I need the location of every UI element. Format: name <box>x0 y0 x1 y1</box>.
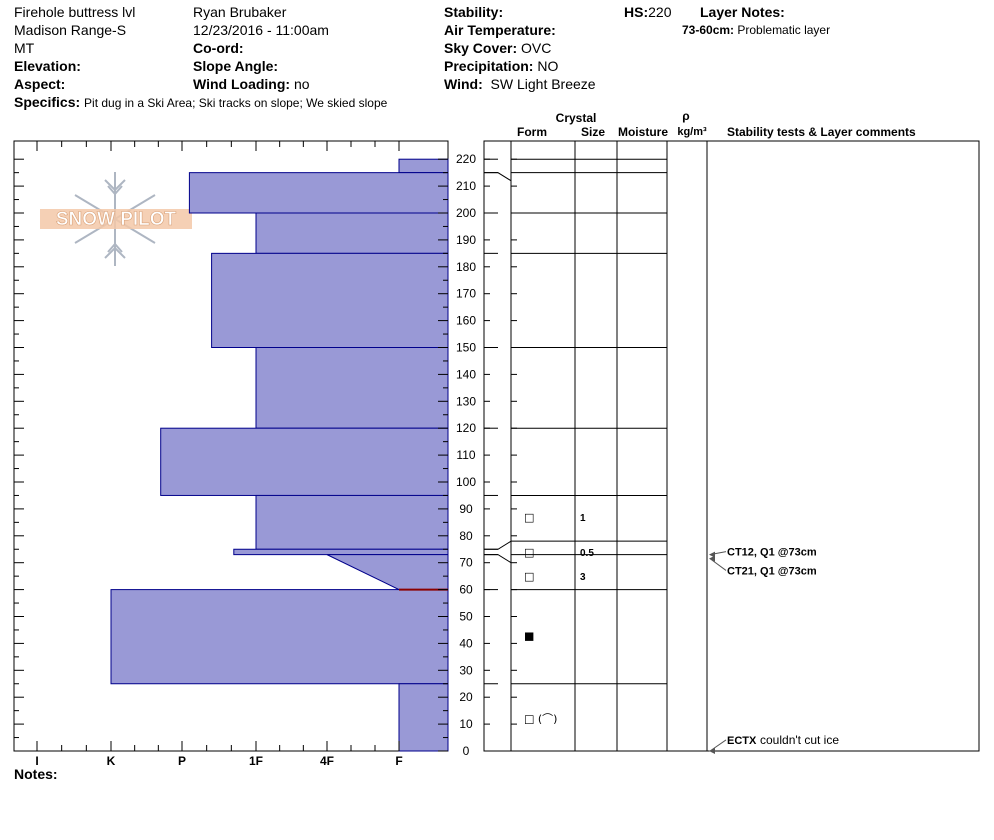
stability-test-pointer <box>709 739 727 752</box>
watermark-text: SNOW PILOT <box>56 209 177 230</box>
grain-size: 1 <box>580 513 586 524</box>
arrow-icon <box>709 551 715 558</box>
height-tick-label: 30 <box>459 663 473 677</box>
crystal-header: Crystal <box>556 111 597 125</box>
hardness-layer-0 <box>398 158 449 174</box>
height-tick-label: 0 <box>463 744 470 758</box>
height-tick-label: 20 <box>459 690 473 704</box>
air-temp-label: Air Temperature: <box>444 22 556 38</box>
stability-header: Stability tests & Layer comments <box>727 125 916 139</box>
height-tick-label: 10 <box>459 717 473 731</box>
hardness-tick-label: I <box>35 754 38 768</box>
wind-loading-label: Wind Loading: <box>193 76 291 92</box>
wind-loading-value: no <box>293 76 310 92</box>
size-header: Size <box>581 125 605 139</box>
height-tick-label: 140 <box>456 367 476 381</box>
height-tick-label: 100 <box>456 475 476 489</box>
grain-form-symbol: □ (⌒) <box>524 713 557 726</box>
stability-test-pointer <box>709 558 727 571</box>
height-tick-label: 60 <box>459 583 473 597</box>
hardness-tick-label: 1F <box>249 754 263 768</box>
height-tick-label: 210 <box>456 179 476 193</box>
datetime: 12/23/2016 - 11:00am <box>193 22 329 38</box>
arrow-icon <box>709 748 715 754</box>
layer-connector <box>484 172 512 182</box>
specifics-value: Pit dug in a Ski Area; Ski tracks on slo… <box>84 96 388 110</box>
wind-label: Wind: <box>444 76 483 92</box>
specifics-label: Specifics: <box>14 94 81 110</box>
layer-notes-label: Layer Notes: <box>700 4 785 20</box>
stability-test-label: CT21, Q1 @73cm <box>727 565 817 577</box>
height-tick-label: 90 <box>459 502 473 516</box>
density-unit-header: kg/m³ <box>677 126 707 138</box>
hardness-layer-1 <box>188 172 449 214</box>
grain-form-symbol: □ <box>524 546 534 559</box>
density-symbol-header: ρ <box>682 109 689 123</box>
grain-form-symbol: □ <box>524 511 534 524</box>
watermark-band <box>40 209 192 229</box>
grain-size: 0.5 <box>580 548 594 559</box>
wind-value: SW Light Breeze <box>490 76 596 92</box>
height-tick-label: 110 <box>456 448 475 462</box>
height-tick-label: 80 <box>459 529 473 543</box>
height-tick-label: 160 <box>456 314 476 328</box>
hardness-tick-label: K <box>107 754 116 768</box>
location: Firehole buttress lvl <box>14 4 136 20</box>
stability-label: Stability: <box>444 4 504 20</box>
hardness-layer-10 <box>398 683 449 752</box>
grain-form-symbol: ■ <box>524 629 534 642</box>
height-tick-label: 220 <box>456 152 476 166</box>
precip-value: NO <box>537 58 559 74</box>
hardness-tick-label: F <box>395 754 402 768</box>
slope-label: Slope Angle: <box>193 58 279 74</box>
stability-test-comment: couldn't cut ice <box>760 733 839 747</box>
hardness-layer-7 <box>233 548 449 556</box>
layer-connector <box>484 540 512 550</box>
layer-connector <box>484 554 512 564</box>
precip-label: Precipitation: <box>444 58 534 74</box>
hardness-layer-6 <box>255 494 449 550</box>
height-tick-label: 190 <box>456 233 476 247</box>
notes-label: Notes: <box>14 766 58 782</box>
height-tick-label: 40 <box>459 636 473 650</box>
height-tick-label: 130 <box>456 394 476 408</box>
state: MT <box>14 40 35 56</box>
hs-label: HS: <box>624 4 649 20</box>
grain-size: 3 <box>580 572 586 583</box>
height-tick-label: 150 <box>456 341 476 355</box>
hardness-layer-4 <box>255 347 449 429</box>
elevation-label: Elevation: <box>14 58 81 74</box>
form-header: Form <box>517 125 547 139</box>
height-tick-label: 50 <box>459 610 473 624</box>
sky-label: Sky Cover: <box>444 40 518 56</box>
aspect-label: Aspect: <box>14 76 66 92</box>
grain-form-symbol: □ <box>524 570 534 583</box>
hardness-tick-label: P <box>178 754 186 768</box>
height-tick-label: 170 <box>456 287 476 301</box>
stability-test-label: CT12, Q1 @73cm <box>727 547 817 559</box>
layer-table-frame <box>483 140 980 752</box>
height-tick-label: 70 <box>459 556 473 570</box>
height-tick-label: 180 <box>456 260 476 274</box>
layer-note-depth: 73-60cm: <box>682 23 735 37</box>
layer-note-text: Problematic layer <box>737 23 831 37</box>
height-tick-label: 120 <box>456 421 476 435</box>
hardness-layer-8 <box>326 554 449 591</box>
range: Madison Range-S <box>14 22 127 38</box>
arrow-icon <box>709 555 715 562</box>
observer: Ryan Brubaker <box>193 4 287 20</box>
stability-test-label: ECTX <box>727 735 757 747</box>
hs-value: 220 <box>648 4 672 20</box>
sky-value: OVC <box>521 40 552 56</box>
hardness-layer-9 <box>110 589 449 685</box>
hardness-tick-label: 4F <box>320 754 334 768</box>
hardness-layer-5 <box>160 427 449 496</box>
hardness-layer-2 <box>255 212 449 254</box>
hardness-layer-3 <box>211 252 449 349</box>
height-tick-label: 200 <box>456 206 476 220</box>
moisture-header: Moisture <box>618 125 668 139</box>
coord-label: Co-ord: <box>193 40 244 56</box>
